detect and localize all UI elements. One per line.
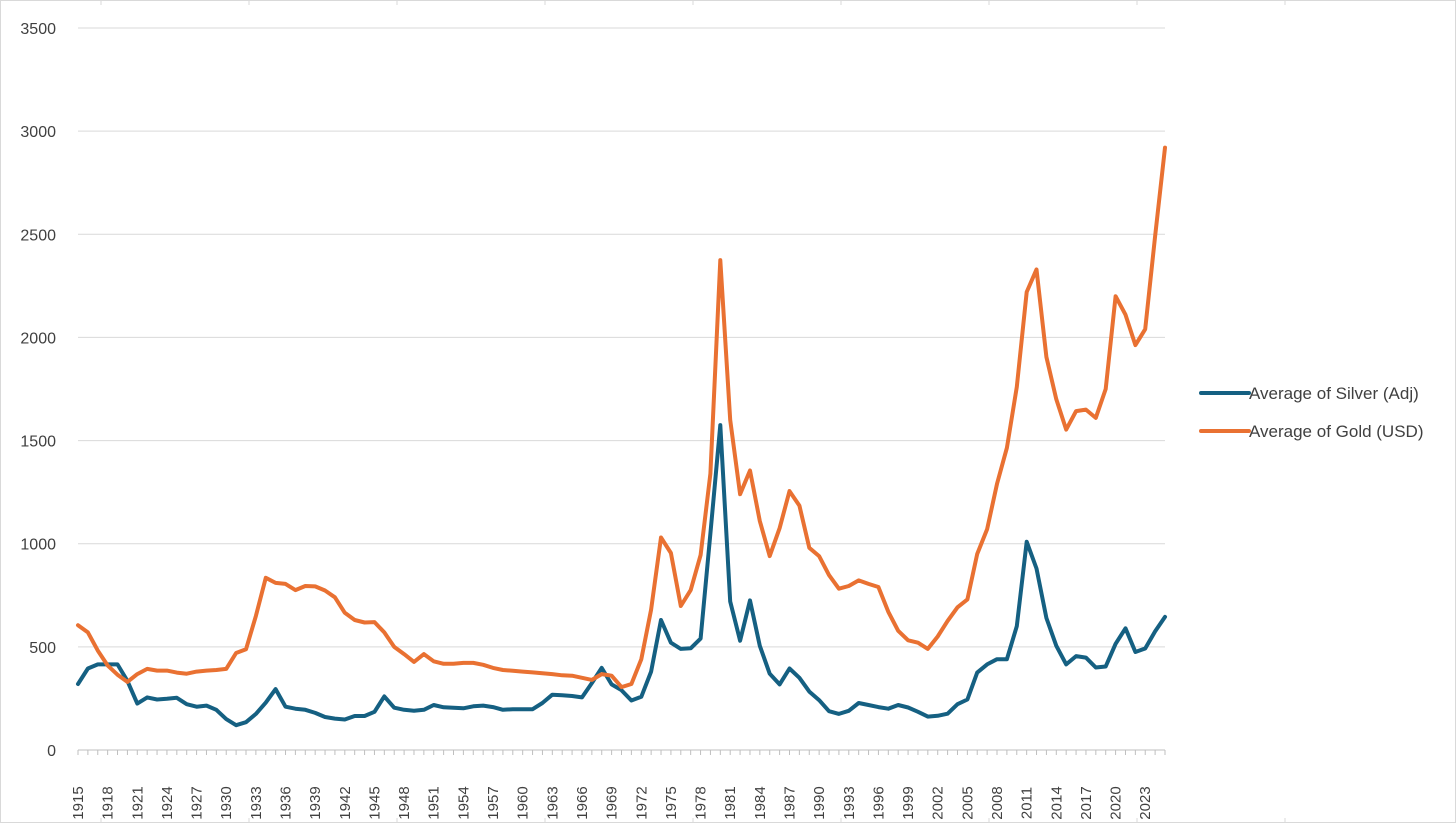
series-lines bbox=[76, 145, 1167, 728]
x-tick-label: 1960 bbox=[515, 786, 532, 819]
x-tick-label: 1972 bbox=[633, 786, 650, 819]
x-tick-label: 1993 bbox=[841, 786, 858, 819]
x-tick-label: 1957 bbox=[485, 786, 502, 819]
x-tick-label: 1969 bbox=[604, 786, 621, 819]
x-tick-label: 2017 bbox=[1078, 786, 1095, 819]
x-tick-label: 1921 bbox=[129, 786, 146, 819]
x-tick-label: 1966 bbox=[574, 786, 591, 819]
x-tick-label: 2023 bbox=[1137, 786, 1154, 819]
y-tick-label: 1500 bbox=[20, 434, 56, 451]
x-axis-ticks: 1915 1918 1921 1924 1927 1930 1933 1936 1939 1942… bbox=[70, 786, 1154, 819]
x-axis-tick-marks bbox=[77, 750, 1166, 755]
x-tick-label: 1918 bbox=[100, 786, 117, 819]
series-line-gold bbox=[76, 145, 1167, 690]
x-tick-label: 1945 bbox=[366, 786, 383, 819]
x-tick-label: 2011 bbox=[1019, 787, 1036, 819]
x-tick-label: 1915 bbox=[70, 786, 87, 819]
y-tick-label: 500 bbox=[29, 640, 56, 657]
x-tick-label: 1954 bbox=[455, 786, 472, 819]
x-tick-label: 1978 bbox=[693, 786, 710, 819]
legend-label: Average of Silver (Adj) bbox=[1249, 384, 1419, 403]
y-tick-label: 3000 bbox=[20, 124, 56, 141]
x-tick-label: 1987 bbox=[781, 786, 798, 819]
y-tick-label: 2000 bbox=[20, 330, 56, 347]
y-tick-label: 1000 bbox=[20, 537, 56, 554]
x-tick-label: 2002 bbox=[930, 786, 947, 819]
x-tick-label: 1930 bbox=[218, 786, 235, 819]
x-tick-label: 1963 bbox=[544, 786, 561, 819]
x-tick-label: 1996 bbox=[870, 786, 887, 819]
x-tick-label: 2014 bbox=[1048, 786, 1065, 819]
x-tick-label: 2008 bbox=[989, 786, 1006, 819]
y-axis-ticks: 0 500 1000 1500 2000 2500 3000 3500 bbox=[20, 21, 56, 760]
y-tick-label: 2500 bbox=[20, 227, 56, 244]
y-tick-label: 0 bbox=[47, 743, 56, 760]
x-tick-label: 1984 bbox=[752, 786, 769, 819]
x-tick-label: 1948 bbox=[396, 786, 413, 819]
x-tick-label: 1981 bbox=[722, 786, 739, 819]
x-tick-label: 1999 bbox=[900, 786, 917, 819]
y-tick-label: 3500 bbox=[20, 21, 56, 38]
x-tick-label: 1933 bbox=[248, 786, 265, 819]
x-tick-label: 1939 bbox=[307, 786, 324, 819]
x-tick-label: 1936 bbox=[278, 786, 295, 819]
x-tick-label: 1990 bbox=[811, 786, 828, 819]
x-tick-label: 2005 bbox=[959, 786, 976, 819]
x-tick-label: 2020 bbox=[1108, 786, 1125, 819]
legend-label: Average of Gold (USD) bbox=[1249, 422, 1423, 441]
x-tick-label: 1975 bbox=[663, 786, 680, 819]
legend: Average of Silver (Adj) Average of Gold (… bbox=[1199, 384, 1423, 441]
x-tick-label: 1942 bbox=[337, 786, 354, 819]
gridlines bbox=[78, 27, 1165, 751]
x-tick-label: 1924 bbox=[159, 786, 176, 819]
series-line-silver bbox=[76, 423, 1167, 728]
x-tick-label: 1927 bbox=[189, 786, 206, 819]
x-tick-label: 1951 bbox=[426, 786, 443, 819]
